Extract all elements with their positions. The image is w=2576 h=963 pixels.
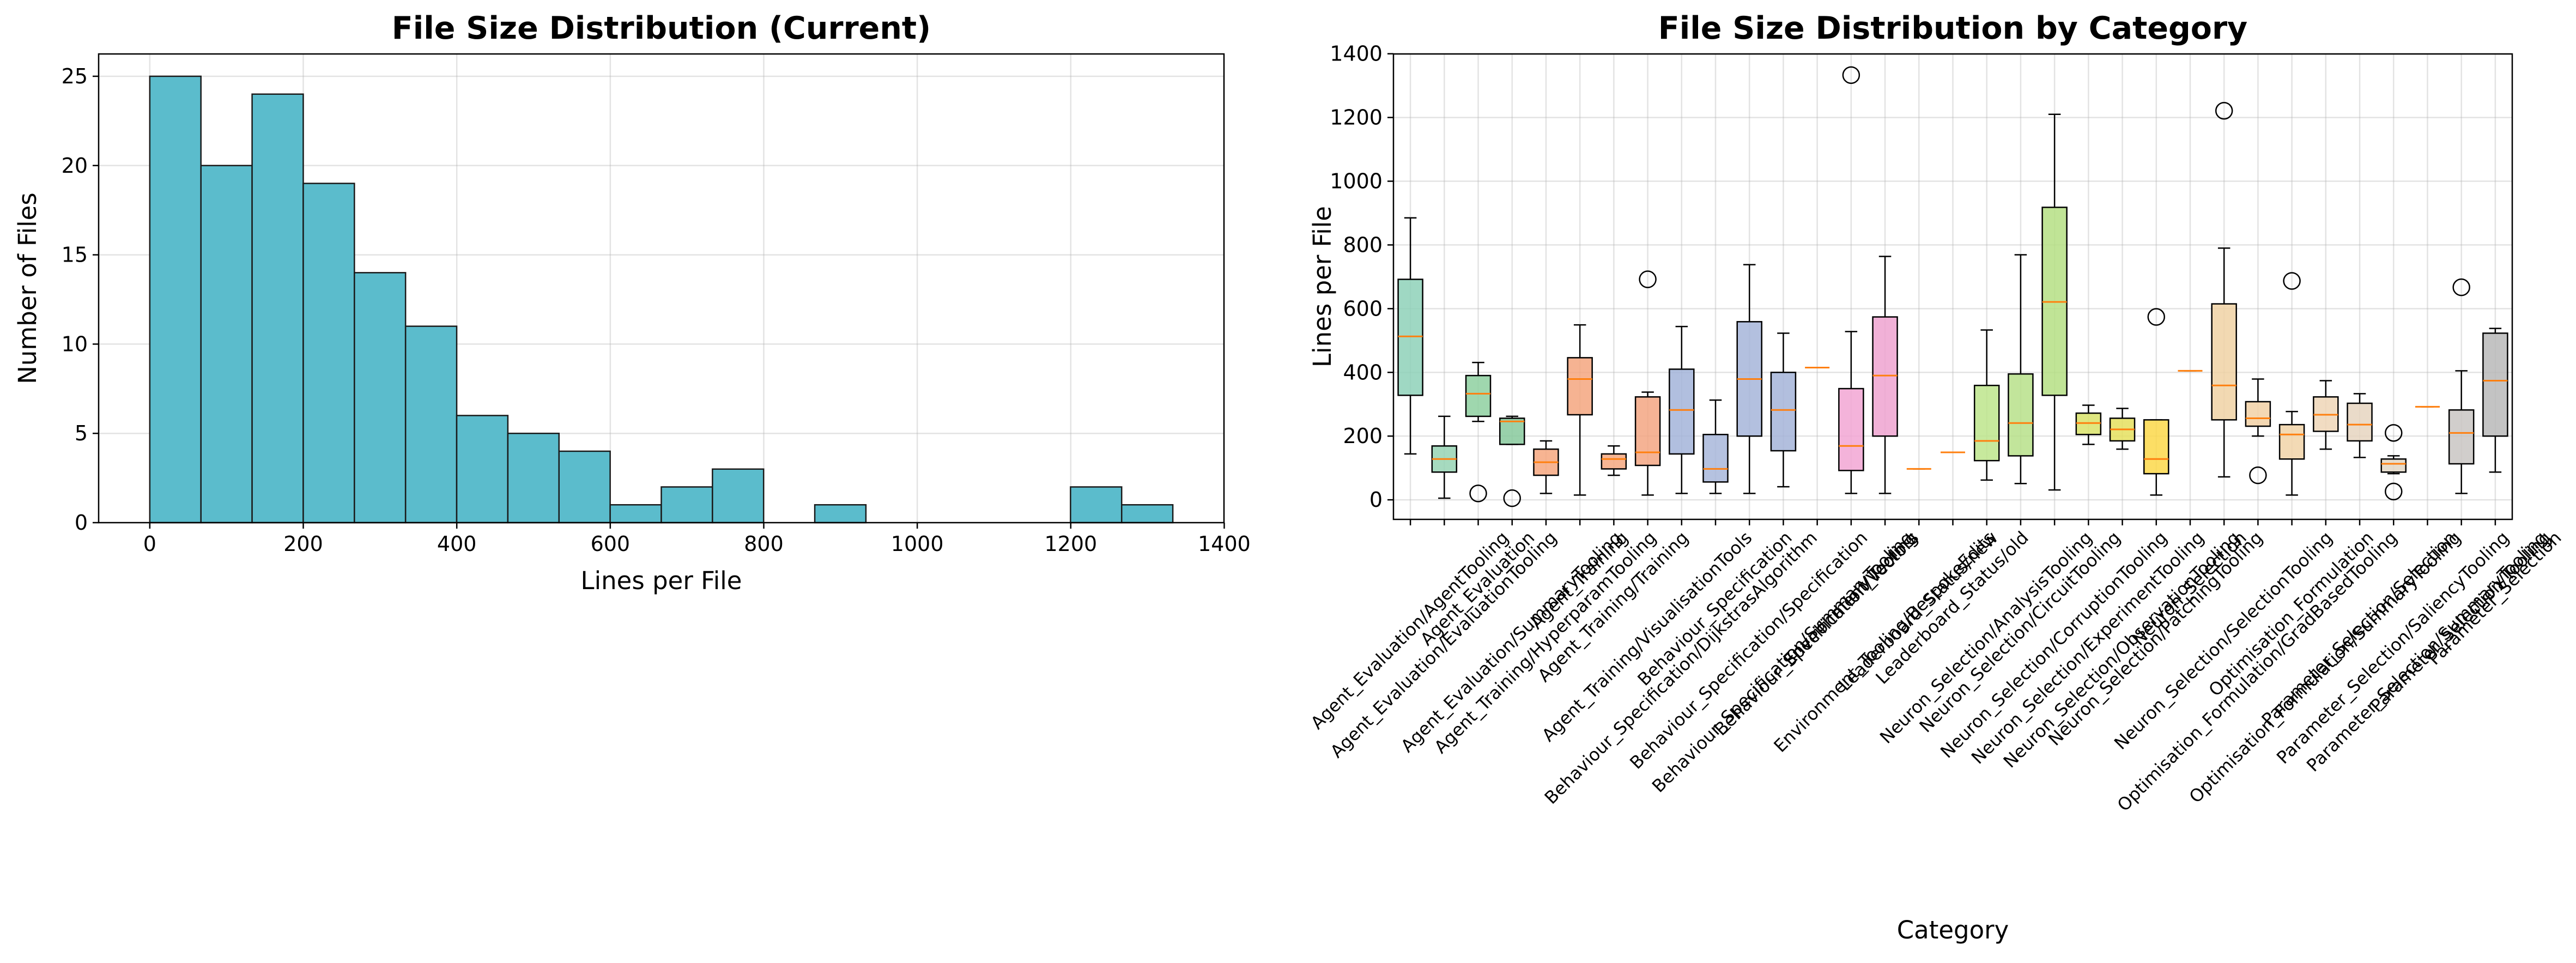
x-tick-label: 200 bbox=[283, 532, 323, 556]
y-tick-label: 1400 bbox=[1330, 42, 1383, 66]
y-tick-label: 800 bbox=[1343, 233, 1383, 257]
box bbox=[2482, 332, 2508, 437]
box bbox=[1465, 374, 1492, 417]
flier bbox=[1469, 484, 1487, 502]
histogram-bar bbox=[149, 75, 202, 524]
histogram-bar bbox=[558, 450, 611, 524]
histogram-bar bbox=[354, 272, 407, 524]
y-tick-label: 1000 bbox=[1330, 169, 1383, 193]
x-tick-label: 400 bbox=[437, 532, 477, 556]
box bbox=[1499, 417, 1525, 445]
flier bbox=[2283, 272, 2301, 290]
y-tick-label: 25 bbox=[62, 64, 88, 88]
x-tick-label: 0 bbox=[143, 532, 156, 556]
y-tick-label: 0 bbox=[1369, 488, 1383, 512]
histogram-bar bbox=[200, 165, 253, 524]
chart-title: File Size Distribution (Current) bbox=[392, 10, 931, 46]
flier bbox=[1503, 489, 1521, 507]
y-tick-label: 400 bbox=[1343, 360, 1383, 384]
x-tick-label: 1200 bbox=[1044, 532, 1097, 556]
y-tick-label: 200 bbox=[1343, 424, 1383, 448]
box bbox=[1770, 372, 1797, 452]
histogram-axes: File Size Distribution (Current) Number o… bbox=[13, 10, 1251, 595]
histogram-bar bbox=[456, 415, 509, 524]
box bbox=[1702, 434, 1729, 483]
y-tick-label: 20 bbox=[62, 154, 88, 178]
box bbox=[2143, 419, 2169, 475]
y-tick-label: 0 bbox=[75, 511, 88, 535]
box bbox=[1838, 387, 1864, 471]
chart-title: File Size Distribution by Category bbox=[1658, 10, 2247, 46]
histogram-bar bbox=[814, 504, 867, 524]
flier bbox=[2249, 466, 2267, 484]
box bbox=[2211, 303, 2237, 421]
y-axis-label: Lines per File bbox=[1308, 206, 1337, 367]
box bbox=[2380, 458, 2407, 473]
histogram-bar bbox=[302, 183, 355, 524]
histogram-bar bbox=[660, 486, 713, 524]
axes-frame bbox=[1392, 53, 2513, 520]
box bbox=[1567, 357, 1593, 416]
y-tick-label: 1200 bbox=[1330, 106, 1383, 130]
x-tick-label: 600 bbox=[591, 532, 631, 556]
y-tick-label: 10 bbox=[62, 332, 88, 356]
flier bbox=[2452, 278, 2470, 296]
box bbox=[1397, 278, 1423, 396]
box bbox=[1872, 316, 1898, 437]
flier bbox=[1639, 270, 1657, 288]
flier bbox=[2385, 482, 2403, 501]
y-tick-label: 15 bbox=[62, 243, 88, 267]
box bbox=[1973, 384, 2000, 462]
histogram-bar bbox=[1121, 504, 1174, 524]
x-tick-label: 1000 bbox=[891, 532, 944, 556]
flier bbox=[1842, 66, 1860, 84]
flier bbox=[2215, 102, 2233, 120]
histogram-bar bbox=[507, 432, 560, 524]
y-tick-label: 5 bbox=[75, 421, 88, 445]
box bbox=[2278, 423, 2305, 460]
box bbox=[1634, 396, 1661, 467]
histogram-bar bbox=[712, 468, 765, 524]
histogram-bar bbox=[609, 504, 662, 524]
histogram-bar bbox=[404, 325, 458, 524]
box bbox=[1601, 453, 1627, 470]
axes-frame bbox=[98, 53, 1225, 524]
y-axis-label: Number of Files bbox=[13, 192, 42, 384]
box bbox=[2448, 409, 2475, 465]
y-tick-label: 600 bbox=[1343, 296, 1383, 320]
box bbox=[2245, 401, 2271, 427]
x-axis-label: Category bbox=[1897, 916, 2009, 944]
x-tick-label: 800 bbox=[744, 532, 784, 556]
box bbox=[2008, 373, 2034, 457]
x-tick-label: 1400 bbox=[1198, 532, 1251, 556]
histogram-bar bbox=[251, 93, 304, 524]
flier bbox=[2147, 308, 2166, 326]
flier bbox=[2385, 424, 2403, 442]
x-axis-label: Lines per File bbox=[581, 566, 742, 595]
histogram-bar bbox=[1070, 486, 1123, 524]
box bbox=[1669, 368, 1695, 455]
box bbox=[2347, 402, 2373, 442]
